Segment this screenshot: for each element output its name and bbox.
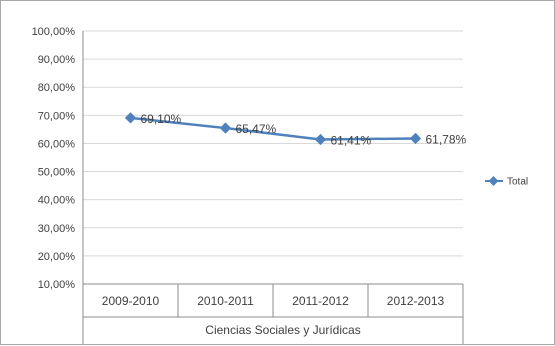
y-tick-label: 90,00% [38, 54, 76, 66]
data-label: 61,78% [426, 132, 467, 146]
x-tick-label: 2009-2010 [102, 294, 160, 308]
y-tick-label: 100,00% [32, 26, 76, 38]
y-tick-label: 70,00% [38, 110, 76, 122]
y-tick-label: 80,00% [38, 82, 76, 94]
x-tick-label: 2011-2012 [292, 294, 349, 308]
legend: Total [485, 176, 528, 188]
y-tick-label: 20,00% [38, 251, 76, 263]
y-tick-label: 40,00% [38, 195, 76, 207]
data-label: 61,41% [331, 133, 372, 147]
data-label: 65,47% [236, 122, 277, 136]
series-line [130, 116, 416, 141]
x-tick-label: 2010-2011 [197, 294, 254, 308]
y-tick-label: 60,00% [38, 138, 76, 150]
legend-series-name: Total [507, 177, 528, 188]
y-tick-label: 10,00% [38, 279, 76, 291]
y-tick-label: 30,00% [38, 223, 76, 235]
data-label: 69,10% [141, 112, 182, 126]
data-point [124, 112, 137, 124]
y-axis-tick-labels: 100,00% 90,00% 80,00% 70,00% 60,00% 50,00% 40,… [32, 26, 76, 291]
data-point [219, 122, 232, 134]
category-axis: Ciencias Sociales y Jurídicas 2009-2010 2… [102, 294, 445, 337]
x-tick-label: 2012-2013 [387, 294, 445, 308]
gridlines [82, 30, 464, 344]
category-group-label: Ciencias Sociales y Jurídicas [205, 323, 360, 337]
data-point [314, 133, 327, 146]
data-labels: 69,10% 65,47% 61,41% 61,78% [141, 112, 467, 148]
legend-series-marker [488, 176, 499, 186]
data-point [409, 132, 422, 145]
y-tick-label: 50,00% [38, 167, 76, 179]
